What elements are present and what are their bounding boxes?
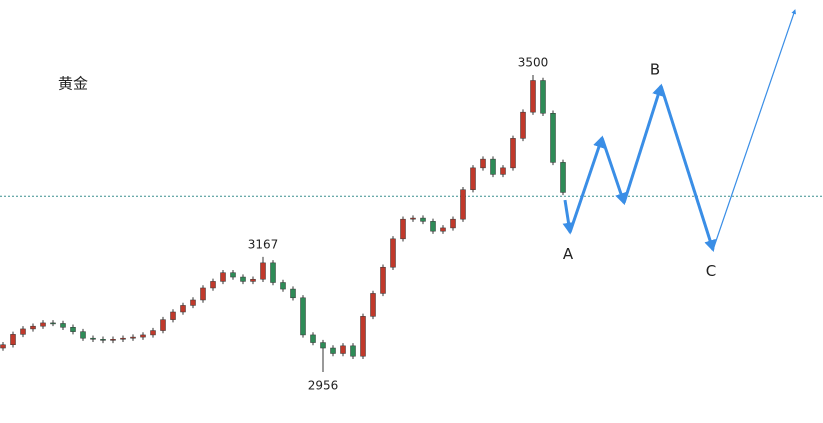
candle-body	[550, 113, 556, 163]
candle-body	[200, 287, 206, 301]
candle-body	[520, 111, 526, 139]
candle-body	[360, 316, 366, 357]
candle-body	[450, 218, 456, 229]
candle-body	[10, 334, 16, 345]
candle-body	[430, 221, 436, 232]
candle-body	[540, 80, 546, 114]
candle-body	[420, 217, 426, 222]
candle-body	[140, 334, 146, 338]
candle-body	[130, 336, 136, 339]
candle-body	[290, 288, 296, 299]
candle-body	[40, 322, 46, 327]
candle-body	[80, 331, 86, 339]
candle-body	[400, 218, 406, 240]
candle-body	[160, 319, 166, 331]
candle-body	[390, 238, 396, 268]
candle-body	[490, 158, 496, 175]
candle-body	[90, 337, 96, 340]
candle-body	[220, 272, 226, 282]
wave-segment	[600, 137, 627, 206]
candle-body	[560, 162, 566, 193]
wave-segment	[712, 9, 797, 250]
candle-body	[210, 281, 216, 289]
candle-body	[440, 227, 446, 232]
candle-body	[320, 342, 326, 349]
candle-body	[340, 345, 346, 354]
candle-body	[510, 138, 516, 169]
wave-segment	[622, 83, 664, 204]
wave-label: C	[706, 262, 716, 280]
candle-body	[470, 167, 476, 190]
price-label: 3167	[248, 237, 279, 251]
candle-body	[500, 167, 506, 175]
wave-segment	[659, 85, 716, 253]
candle-body	[270, 262, 276, 283]
candle-body	[310, 334, 316, 343]
wave-label: B	[650, 60, 660, 78]
candle-body	[370, 293, 376, 317]
price-label: 3500	[518, 56, 549, 70]
candle-body	[280, 282, 286, 290]
candle-body	[230, 272, 236, 278]
candle-body	[190, 299, 196, 306]
candle-body	[120, 337, 126, 340]
candle-body	[350, 345, 356, 357]
candle-body	[260, 262, 266, 280]
candle-body	[50, 322, 56, 325]
candle-body	[460, 189, 466, 220]
wave-segment	[562, 199, 575, 235]
candle-body	[180, 305, 186, 313]
candle-body	[250, 278, 256, 282]
wave-label: A	[563, 245, 574, 263]
candle-body	[70, 327, 76, 332]
candle-body	[30, 325, 36, 330]
candle-body	[170, 311, 176, 320]
candle-body	[150, 330, 156, 336]
candle-body	[240, 276, 246, 282]
candle-body	[530, 80, 536, 113]
candle-body	[110, 339, 116, 341]
candle-body	[20, 328, 26, 335]
candle-body	[480, 158, 486, 169]
candle-body	[100, 339, 106, 341]
candle-body	[60, 323, 66, 328]
candle-body	[330, 347, 336, 354]
candle-body	[0, 344, 6, 349]
candle-body	[410, 217, 416, 220]
price-label: 2956	[308, 379, 339, 393]
candle-body	[380, 266, 386, 294]
chart-title: 黄金	[58, 75, 88, 93]
candle-body	[300, 297, 306, 336]
wave-segment	[568, 135, 605, 233]
